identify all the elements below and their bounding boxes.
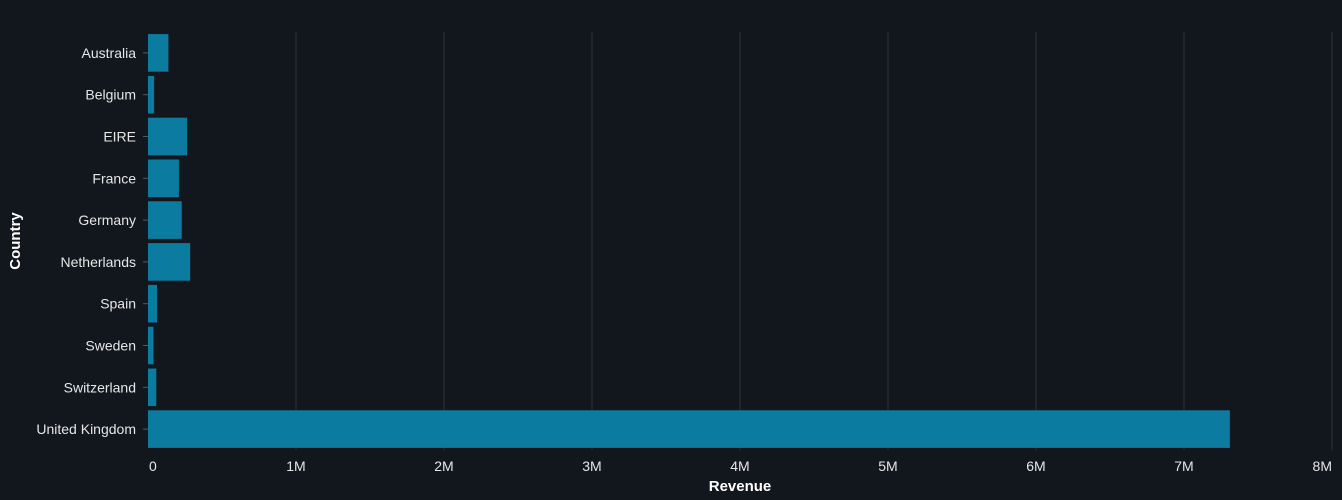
x-tick-label: 3M: [582, 458, 601, 474]
bar-spain[interactable]: [148, 284, 158, 323]
y-tick-label: Sweden: [85, 338, 136, 354]
grid-layer: [295, 32, 1333, 450]
x-tick-labels: 0 1M 2M 3M 4M 5M 6M 7M 8M: [149, 458, 1332, 474]
bar-eire[interactable]: [148, 117, 188, 156]
bar-united-kingdom[interactable]: [148, 410, 1230, 448]
y-tick-label: Belgium: [85, 87, 136, 103]
bar-netherlands[interactable]: [148, 243, 191, 281]
bar-sweden[interactable]: [148, 326, 154, 365]
x-tick-label: 0: [149, 458, 157, 474]
x-axis-title: Revenue: [709, 478, 772, 495]
x-tick-label: 7M: [1174, 458, 1193, 474]
bar-germany[interactable]: [148, 201, 182, 239]
y-tick-label: EIRE: [103, 129, 136, 145]
bars-layer: [148, 34, 1230, 448]
y-tick-label: France: [92, 170, 136, 186]
y-tick-label: Netherlands: [61, 254, 137, 270]
x-tick-label: 2M: [434, 458, 453, 474]
y-tick-labels: Australia Belgium EIRE France Germany Netherl…: [36, 45, 148, 437]
y-tick-label: Switzerland: [64, 379, 136, 395]
bar-australia[interactable]: [148, 34, 169, 72]
y-axis-title: Country: [7, 212, 24, 270]
x-tick-label: 6M: [1026, 458, 1045, 474]
x-tick-label: 1M: [286, 458, 305, 474]
x-tick-label: 4M: [730, 458, 749, 474]
y-tick-label: Spain: [100, 296, 136, 312]
bar-belgium[interactable]: [148, 75, 155, 114]
y-tick-label: Australia: [82, 45, 137, 61]
x-tick-label: 8M: [1313, 458, 1332, 474]
bar-switzerland[interactable]: [148, 368, 157, 407]
x-tick-label: 5M: [878, 458, 897, 474]
y-tick-label: United Kingdom: [36, 421, 136, 437]
bar-france[interactable]: [148, 159, 179, 198]
y-tick-label: Germany: [78, 212, 136, 228]
